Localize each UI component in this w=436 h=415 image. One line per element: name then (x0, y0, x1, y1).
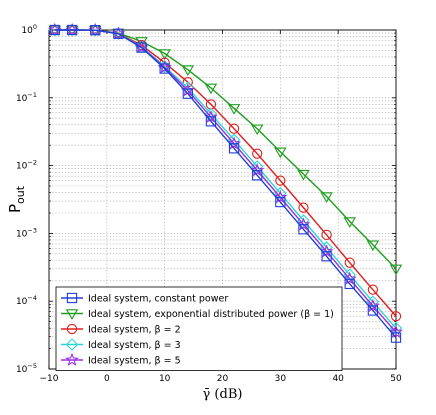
data-point (135, 37, 148, 48)
data-point (66, 24, 78, 36)
data-point (389, 264, 403, 276)
x-tick-label: 20 (217, 374, 229, 384)
data-point (228, 123, 240, 134)
data-point (390, 332, 402, 343)
data-point (49, 24, 60, 36)
data-point (365, 298, 380, 312)
data-point (297, 214, 310, 227)
data-point (320, 192, 333, 203)
data-point (273, 190, 288, 204)
legend-item: Ideal system, exponential distributed po… (61, 309, 334, 320)
data-point (344, 278, 355, 290)
data-point (343, 268, 357, 282)
data-point (227, 136, 241, 150)
data-point (321, 251, 332, 262)
legend-label: Ideal system, β = 3 (88, 340, 181, 351)
legend-box (55, 286, 343, 371)
legend-item: Ideal system, constant power (61, 292, 228, 305)
data-point (389, 321, 403, 335)
data-point (204, 109, 218, 123)
series-line (54, 29, 397, 339)
data-point (297, 169, 310, 181)
legend-marker (65, 338, 79, 351)
x-axis-label: γ̄ (dB) (203, 387, 243, 402)
data-point (366, 295, 380, 309)
data-point (298, 202, 309, 213)
data-point (298, 224, 309, 235)
x-tick-label: 0 (104, 374, 110, 384)
legend-marker (66, 292, 78, 304)
data-point (342, 271, 357, 285)
legend-item: Ideal system, β = 3 (61, 338, 181, 351)
data-point (204, 83, 218, 95)
series-group (47, 22, 403, 343)
data-point (275, 175, 286, 186)
data-point (390, 311, 402, 322)
data-point (319, 244, 334, 258)
legend-label: Ideal system, β = 5 (88, 356, 181, 367)
x-tick-label: 40 (332, 374, 344, 384)
data-point (182, 88, 193, 99)
data-point (205, 116, 217, 127)
legend: Ideal system, constant power Ideal system… (55, 286, 343, 371)
data-point (227, 133, 241, 147)
data-point (250, 163, 265, 177)
data-point (274, 147, 287, 159)
x-tick-label: −10 (40, 374, 59, 384)
data-point (252, 148, 263, 159)
data-point (344, 257, 355, 268)
x-tick-label: 50 (390, 374, 402, 384)
legend-marker (66, 323, 78, 335)
data-point (136, 42, 147, 53)
legend-label: Ideal system, β = 2 (88, 325, 181, 336)
legend-label: Ideal system, constant power (88, 294, 228, 305)
data-point (296, 217, 311, 231)
legend-item: Ideal system, β = 5 (61, 352, 181, 367)
data-point (227, 104, 241, 115)
data-point (228, 143, 240, 154)
legend-item: Ideal system, β = 2 (61, 323, 181, 336)
data-point (321, 229, 332, 241)
legend-marker (65, 352, 79, 366)
data-point (181, 65, 195, 77)
x-tick-label: 10 (159, 374, 171, 384)
data-point (275, 196, 286, 208)
data-point (252, 170, 263, 181)
data-point (113, 28, 124, 39)
data-point (366, 240, 380, 252)
data-point (274, 187, 287, 200)
data-point (250, 124, 264, 136)
data-point (320, 241, 333, 254)
data-point (343, 217, 356, 228)
data-point (367, 284, 379, 295)
data-point (158, 49, 171, 60)
data-point (182, 77, 193, 88)
data-point (159, 63, 170, 74)
data-point (250, 160, 264, 173)
data-point (367, 305, 379, 316)
x-tick-label: 30 (275, 374, 287, 384)
series-0 (49, 24, 402, 343)
legend-label: Ideal system, exponential distributed po… (88, 309, 334, 320)
data-point (389, 324, 403, 338)
legend-marker (65, 309, 79, 320)
data-point (90, 24, 101, 36)
